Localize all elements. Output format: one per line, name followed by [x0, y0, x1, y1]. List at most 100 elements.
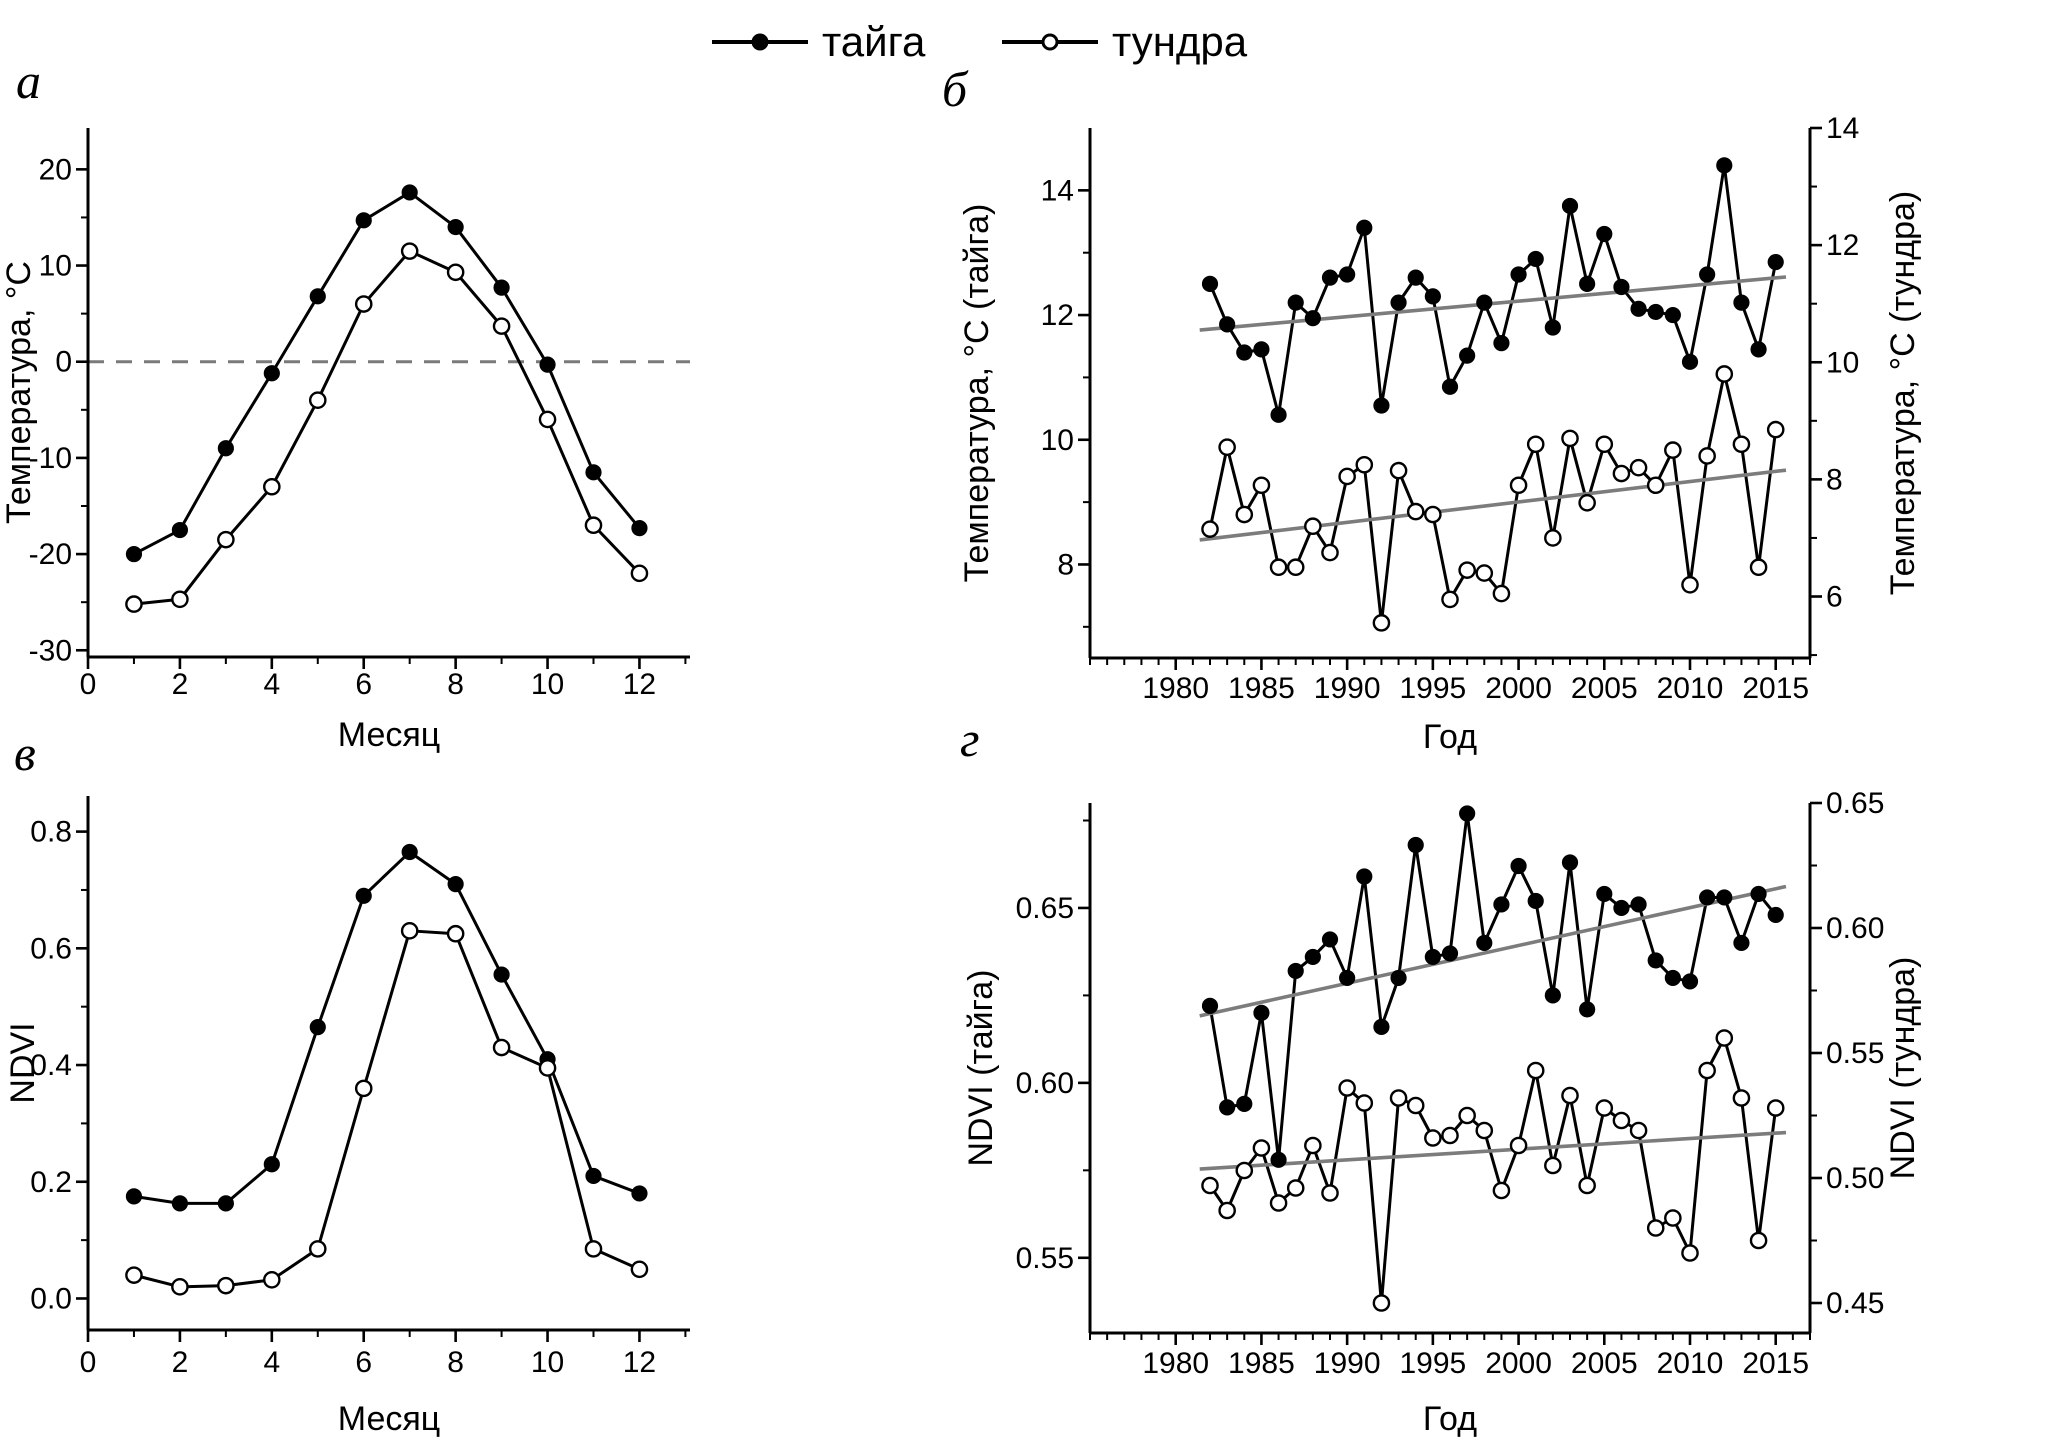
svg-text:1990: 1990	[1314, 1347, 1381, 1380]
svg-text:0.2: 0.2	[30, 1166, 72, 1199]
ticks	[76, 168, 687, 669]
series-line-тундра	[133, 249, 641, 606]
svg-text:1980: 1980	[1142, 1347, 1209, 1380]
svg-text:6: 6	[1826, 581, 1843, 614]
taiga-filled-marker-icon	[751, 33, 769, 51]
markers-тундра	[125, 922, 649, 1296]
svg-text:10: 10	[531, 668, 564, 701]
svg-text:Месяц: Месяц	[338, 1400, 441, 1438]
svg-text:14: 14	[1041, 174, 1074, 207]
svg-text:12: 12	[1826, 229, 1859, 262]
ticks	[76, 830, 687, 1342]
svg-text:NDVI: NDVI	[4, 1022, 42, 1103]
markers-тундра	[125, 242, 649, 613]
chart-panel-v-monthly-ndvi: 0 2 4 6 8 10 12 0.0 0.2 0.4 0.6 0.8 Месяц NDVI	[4, 796, 690, 1438]
panel-b-content: 1980 1985 1990 1995 2000 2005 2010 2015 8 10 12 14 6…	[958, 112, 1922, 756]
svg-text:10: 10	[531, 1346, 564, 1379]
svg-text:-10: -10	[29, 442, 72, 475]
ticks	[1078, 126, 1822, 670]
panel-letter-v: в	[14, 725, 36, 781]
markers-тайга	[125, 184, 648, 563]
svg-text:0.0: 0.0	[30, 1282, 72, 1315]
svg-text:1980: 1980	[1142, 672, 1209, 705]
svg-text:0.55: 0.55	[1016, 1242, 1074, 1275]
svg-text:8: 8	[447, 1346, 464, 1379]
axes	[86, 128, 690, 659]
svg-text:NDVI (тундра): NDVI (тундра)	[1884, 957, 1922, 1180]
svg-text:0: 0	[80, 668, 97, 701]
svg-text:0.45: 0.45	[1826, 1287, 1884, 1320]
svg-text:6: 6	[355, 668, 372, 701]
svg-text:12: 12	[1041, 299, 1074, 332]
panel-v-content: 0 2 4 6 8 10 12 0.0 0.2 0.4 0.6 0.8 Месяц NDVI	[4, 796, 690, 1438]
svg-text:Температура, °C: Температура, °C	[0, 261, 38, 524]
svg-text:2000: 2000	[1485, 1347, 1552, 1380]
svg-text:8: 8	[1826, 463, 1843, 496]
svg-text:6: 6	[355, 1346, 372, 1379]
svg-text:0: 0	[80, 1346, 97, 1379]
svg-text:0.50: 0.50	[1826, 1162, 1884, 1195]
chart-panel-g-annual-ndvi: 1980 1985 1990 1995 2000 2005 2010 2015 0.55 0.60…	[962, 787, 1922, 1438]
svg-text:4: 4	[263, 668, 280, 701]
markers-тайга	[1201, 157, 1784, 423]
svg-text:20: 20	[39, 153, 72, 186]
series-line-тайга	[133, 190, 641, 556]
svg-text:1995: 1995	[1399, 1347, 1466, 1380]
legend-item-taiga: тайга	[712, 16, 925, 68]
ticks	[1078, 801, 1822, 1345]
trend-line-тайга	[1199, 275, 1787, 332]
svg-text:2: 2	[172, 1346, 189, 1379]
svg-text:2015: 2015	[1742, 672, 1809, 705]
panel-letter-g: г	[960, 711, 980, 767]
tundra-line-sample	[1002, 33, 1098, 51]
svg-text:2010: 2010	[1657, 1347, 1724, 1380]
svg-text:0.65: 0.65	[1016, 892, 1074, 925]
taiga-line-sample	[712, 33, 808, 51]
svg-text:4: 4	[263, 1346, 280, 1379]
svg-text:2000: 2000	[1485, 672, 1552, 705]
svg-text:0: 0	[55, 346, 72, 379]
tick-labels: 1980 1985 1990 1995 2000 2005 2010 2015 0.55 0.60…	[962, 787, 1922, 1438]
svg-text:10: 10	[1826, 346, 1859, 379]
svg-text:-20: -20	[29, 538, 72, 571]
svg-text:Температура, °C (тайга): Температура, °C (тайга)	[958, 204, 996, 583]
trend-line-тайга	[1199, 884, 1787, 1018]
svg-text:-30: -30	[29, 634, 72, 667]
svg-text:1985: 1985	[1228, 1347, 1295, 1380]
svg-text:0.65: 0.65	[1826, 787, 1884, 820]
svg-text:2005: 2005	[1571, 672, 1638, 705]
svg-text:1990: 1990	[1314, 672, 1381, 705]
tick-labels: 0 2 4 6 8 10 12 0.0 0.2 0.4 0.6 0.8 Месяц NDVI	[4, 816, 656, 1438]
chart-panel-b-annual-temperature: 1980 1985 1990 1995 2000 2005 2010 2015 8 10 12 14 6…	[958, 112, 1922, 756]
svg-text:0.8: 0.8	[30, 816, 72, 849]
svg-text:0.60: 0.60	[1016, 1067, 1074, 1100]
svg-text:2015: 2015	[1742, 1347, 1809, 1380]
panel-letter-b: б	[942, 61, 968, 117]
legend-label-tundra: тундра	[1112, 18, 1248, 65]
tick-labels: 1980 1985 1990 1995 2000 2005 2010 2015 8 10 12 14 6…	[958, 112, 1922, 756]
trend-line-тундра	[1199, 1130, 1787, 1171]
markers-тундра	[1201, 1029, 1785, 1312]
chart-panel-a-monthly-temperature: 0 2 4 6 8 10 12 -30 -20 -10 0 10 20 Месяц Температура,…	[0, 128, 690, 754]
tundra-open-marker-icon	[1041, 33, 1059, 51]
series-line-тайга	[1208, 811, 1777, 1162]
svg-text:1985: 1985	[1228, 672, 1295, 705]
legend-label-taiga: тайга	[822, 18, 926, 65]
svg-text:0.6: 0.6	[30, 932, 72, 965]
panel-letter-a: а	[16, 53, 41, 109]
series-line-тайга	[1208, 163, 1778, 417]
markers-тайга	[1201, 805, 1784, 1168]
series-line-тундра	[133, 929, 641, 1289]
panel-a-content: 0 2 4 6 8 10 12 -30 -20 -10 0 10 20 Месяц Температура,…	[0, 128, 690, 754]
svg-text:Год: Год	[1423, 1400, 1477, 1438]
svg-text:0.55: 0.55	[1826, 1037, 1884, 1070]
trend-line-тундра	[1199, 468, 1787, 542]
svg-text:1995: 1995	[1399, 672, 1466, 705]
series-line-тундра	[1208, 1036, 1778, 1305]
series-line-тайга	[133, 850, 640, 1205]
svg-text:2010: 2010	[1657, 672, 1724, 705]
series-line-тундра	[1208, 372, 1778, 625]
svg-text:12: 12	[623, 1346, 656, 1379]
svg-text:Год: Год	[1423, 718, 1477, 756]
